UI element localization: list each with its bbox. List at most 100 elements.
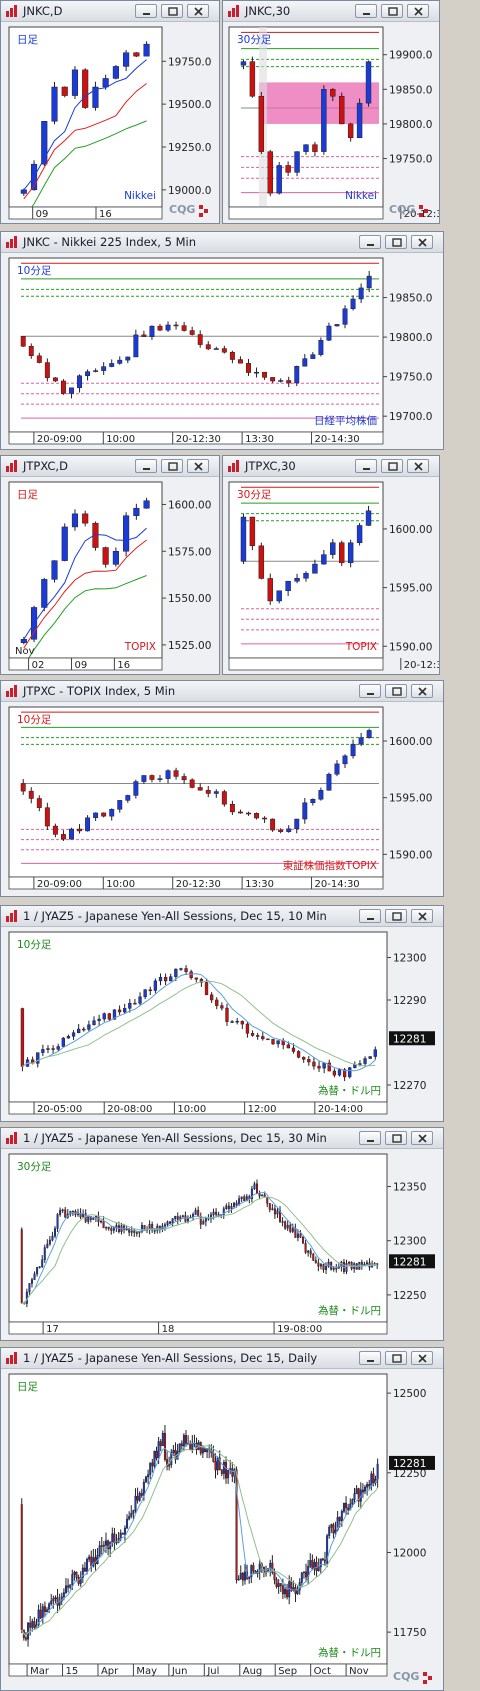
- chart-canvas[interactable]: 日足 Nikkei 19750.0 19500.0 19250.0 19000.0 09 16…: [1, 21, 219, 223]
- candle: [77, 374, 82, 393]
- maximize-button[interactable]: [161, 459, 183, 473]
- chart-window-topix-30min[interactable]: JTPXC,30 30分足 TOPIX 1600.00 1595.00 1590.00 20…: [222, 455, 440, 675]
- minimize-button[interactable]: [359, 235, 381, 249]
- chart-window-topix-daily[interactable]: JTPXC,D 日足 TOPIX 1600.00 1575.00 1550.00 1525.…: [0, 455, 220, 675]
- candle: [332, 1068, 337, 1078]
- candle: [143, 41, 150, 57]
- window-titlebar[interactable]: 1 / JYAZ5 - Japanese Yen-All Sessions, D…: [1, 1128, 443, 1149]
- candle: [281, 1217, 284, 1227]
- candle: [326, 322, 332, 342]
- close-button[interactable]: [411, 684, 433, 698]
- maximize-button[interactable]: [385, 909, 407, 923]
- maximize-button[interactable]: [161, 4, 183, 18]
- chart-window-nikkei-daily[interactable]: JNKC,D 日足 Nikkei 19750.0 19500.0 19250.0 19000…: [0, 0, 220, 224]
- chart-window-yen-30min[interactable]: 1 / JYAZ5 - Japanese Yen-All Sessions, D…: [0, 1127, 444, 1341]
- candle: [239, 1565, 242, 1580]
- candle: [312, 1056, 316, 1070]
- window-titlebar[interactable]: JTPXC - TOPIX Index, 5 Min: [1, 681, 443, 702]
- maximize-button[interactable]: [385, 1131, 407, 1145]
- candle: [157, 323, 163, 332]
- candle: [368, 1479, 371, 1490]
- minimize-button[interactable]: [355, 4, 377, 18]
- candle: [366, 1481, 369, 1496]
- candle: [256, 1032, 260, 1040]
- minimize-button[interactable]: [135, 4, 157, 18]
- instrument-watermark: 東証株価指数TOPIX: [283, 859, 377, 872]
- instrument-watermark: TOPIX: [124, 641, 156, 653]
- timeframe-label: 10分足: [17, 939, 52, 951]
- window-titlebar[interactable]: JNKC,D: [1, 1, 219, 22]
- close-button[interactable]: [187, 4, 209, 18]
- window-titlebar[interactable]: JTPXC,30: [223, 456, 439, 477]
- minimize-button[interactable]: [359, 1351, 381, 1365]
- close-button[interactable]: [411, 909, 433, 923]
- window-titlebar[interactable]: JNKC - Nikkei 225 Index, 5 Min: [1, 232, 443, 253]
- candle: [189, 326, 195, 336]
- window-titlebar[interactable]: JTPXC,D: [1, 456, 219, 477]
- candle: [286, 825, 292, 833]
- candle: [209, 992, 214, 1003]
- y-tick-label: 1525.00: [168, 640, 211, 652]
- close-button[interactable]: [407, 4, 429, 18]
- y-tick-label: 1600.00: [168, 499, 211, 511]
- chart-canvas[interactable]: 日足 TOPIX 1600.00 1575.00 1550.00 1525.00 02 09 1…: [1, 476, 219, 674]
- candle: [46, 1607, 49, 1613]
- chart-window-topix-5min[interactable]: JTPXC - TOPIX Index, 5 Min 10分足 東証株価指数TOPI…: [0, 680, 444, 897]
- maximize-button[interactable]: [385, 684, 407, 698]
- close-button[interactable]: [411, 1351, 433, 1365]
- close-button[interactable]: [187, 459, 209, 473]
- candle: [123, 49, 130, 72]
- candle: [321, 85, 327, 155]
- candle: [138, 992, 142, 1007]
- chart-window-nikkei-5min[interactable]: JNKC - Nikkei 225 Index, 5 Min 10分足 日経平均株価…: [0, 231, 444, 450]
- chart-canvas[interactable]: 30分足Nikkei19900.019850.019800.019750.020…: [223, 21, 439, 223]
- maximize-button[interactable]: [385, 1351, 407, 1365]
- window-titlebar[interactable]: 1 / JYAZ5 - Japanese Yen-All Sessions, D…: [1, 1348, 443, 1369]
- candle: [222, 1459, 225, 1480]
- close-button[interactable]: [411, 235, 433, 249]
- chart-canvas[interactable]: 30分足 TOPIX 1600.00 1595.00 1590.00 20-12:30: [223, 476, 439, 674]
- instrument-watermark: TOPIX: [345, 641, 377, 653]
- minimize-button[interactable]: [135, 459, 157, 473]
- minimize-button[interactable]: [359, 1131, 381, 1145]
- chart-window-yen-daily[interactable]: 1 / JYAZ5 - Japanese Yen-All Sessions, D…: [0, 1347, 444, 1691]
- timeframe-label: 日足: [17, 34, 38, 46]
- minimize-button[interactable]: [359, 684, 381, 698]
- candle: [101, 812, 107, 818]
- y-tick-label: 12300: [393, 1236, 426, 1248]
- close-button[interactable]: [411, 1131, 433, 1145]
- chart-window-yen-10min[interactable]: 1 / JYAZ5 - Japanese Yen-All Sessions, D…: [0, 905, 444, 1122]
- candle: [155, 1446, 158, 1461]
- candle: [213, 789, 219, 798]
- window-titlebar[interactable]: 1 / JYAZ5 - Japanese Yen-All Sessions, D…: [1, 906, 443, 927]
- candle: [278, 378, 284, 383]
- minimize-button[interactable]: [359, 909, 381, 923]
- last-price-tag: 12281: [393, 1033, 426, 1045]
- maximize-button[interactable]: [381, 4, 403, 18]
- candle: [48, 1236, 51, 1246]
- candle: [302, 798, 308, 824]
- candle: [28, 787, 34, 804]
- candle: [345, 1496, 348, 1516]
- candle: [136, 1487, 139, 1504]
- candle: [342, 305, 348, 329]
- minimize-button[interactable]: [355, 459, 377, 473]
- x-tick-label: 17: [46, 1324, 59, 1335]
- candle: [29, 1615, 32, 1636]
- window-titlebar[interactable]: JNKC,30: [223, 1, 439, 22]
- maximize-button[interactable]: [385, 235, 407, 249]
- close-button[interactable]: [407, 459, 429, 473]
- cqg-logo: CQG: [169, 203, 208, 217]
- candle: [153, 978, 158, 994]
- maximize-button[interactable]: [381, 459, 403, 473]
- candle: [117, 800, 123, 813]
- x-tick-label: 10:00: [106, 434, 135, 445]
- candle: [318, 787, 324, 801]
- candle: [199, 977, 204, 987]
- chart-window-nikkei-30min[interactable]: JNKC,30 30分足 Nikkei 19900.0 19850.0 19800.0 19…: [222, 0, 440, 224]
